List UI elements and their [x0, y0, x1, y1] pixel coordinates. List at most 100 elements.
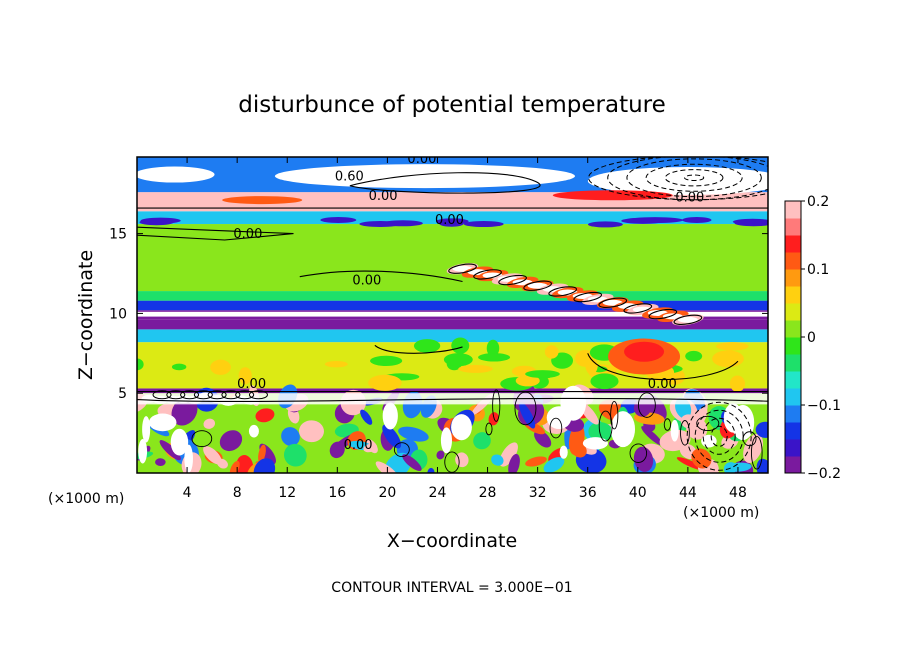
contour-label: 0.00	[237, 377, 266, 392]
x-tick-label: 16	[328, 485, 346, 501]
contour-line	[710, 425, 728, 447]
heatmap-eddy	[587, 221, 623, 228]
contour-line	[514, 391, 537, 426]
contour-label: 0.00	[352, 273, 381, 288]
contour-line	[473, 269, 502, 280]
heatmap-eddy	[543, 457, 565, 473]
heatmap-eddy	[298, 420, 324, 443]
heatmap-eddy	[463, 221, 504, 228]
x-axis-ticks: 4 8 12 16 20 24 28 32 36 40 44 48	[183, 157, 747, 501]
x-unit-left: (×1000 m)	[48, 491, 124, 507]
contour-line	[648, 308, 678, 320]
contour-line	[607, 157, 768, 201]
heatmap-eddy	[203, 446, 222, 465]
x-tick-label: 32	[529, 485, 547, 501]
heatmap-eddy	[499, 442, 518, 467]
heatmap-eddy	[324, 360, 348, 368]
plot-area: 0.00 0.60 0.00 0.00 0.00 0.00 0.00 0.00 0.00 0.00	[137, 152, 768, 473]
colorbar-tick-label: 0.1	[807, 262, 829, 278]
heatmap-eddy	[320, 216, 357, 223]
heatmap-eddy	[171, 363, 187, 371]
heatmap-layer	[137, 291, 768, 301]
heatmap-eddy	[525, 456, 547, 467]
colorbar-swatch	[785, 303, 801, 321]
colorbar-swatch	[785, 354, 801, 372]
heatmap-eddy	[439, 220, 464, 227]
plot-frame	[136, 156, 769, 474]
contour-line	[349, 172, 541, 194]
heatmap-eddy	[478, 353, 511, 362]
heatmap-eddy	[641, 426, 663, 446]
heatmap-layer	[137, 329, 768, 343]
heatmap-eddy	[382, 402, 398, 430]
heatmap-eddy	[491, 454, 504, 466]
heatmap-eddy	[610, 411, 636, 448]
contour-line	[623, 303, 653, 314]
heatmap-eddies	[137, 164, 768, 473]
heatmap-eddy	[571, 443, 587, 458]
heatmap-eddy	[712, 350, 744, 368]
contour-line	[137, 397, 768, 402]
heatmap-eddy	[488, 412, 499, 426]
heatmap-eddy	[360, 409, 373, 425]
heatmap-eddy	[253, 458, 276, 473]
colorbar-swatch	[785, 235, 801, 253]
colorbar-tick-label: −0.1	[807, 398, 841, 414]
heatmap-eddy	[382, 424, 402, 449]
contour-line	[696, 415, 720, 431]
heatmap-eddy	[219, 430, 243, 452]
heatmap-eddy	[723, 403, 743, 433]
heatmap-eddy	[138, 439, 148, 464]
heatmap-eddy	[440, 427, 453, 454]
contour-line	[221, 390, 241, 400]
contour-line	[193, 390, 213, 400]
colorbar-swatch	[785, 422, 801, 440]
contour-line	[663, 418, 672, 431]
heatmap-eddy	[486, 339, 500, 357]
contour-line	[448, 263, 477, 274]
heatmap-eddy	[552, 190, 673, 201]
contour-labels: 0.00 0.60 0.00 0.00 0.00 0.00 0.00 0.00 0.00 0.00	[233, 152, 704, 453]
heatmap-eddy	[685, 350, 703, 362]
heatmap-eddy	[370, 355, 403, 366]
contour-label: 0.00	[407, 152, 436, 167]
x-tick-label: 8	[233, 485, 242, 501]
heatmap-eddy	[184, 444, 193, 473]
contour-line	[750, 435, 763, 470]
heatmap-layer	[137, 319, 768, 330]
colorbar-tick-label: −0.2	[807, 466, 841, 482]
contour-label: 0.00	[648, 377, 677, 392]
heatmap-eddy	[216, 458, 228, 469]
contour-line	[664, 169, 724, 187]
contour-line	[742, 431, 757, 447]
colorbar-tick-label: 0.2	[807, 194, 829, 210]
contour-line	[235, 390, 255, 400]
heatmap-eddy	[222, 196, 303, 205]
contour-line	[629, 443, 648, 463]
heatmap-eddy	[559, 445, 568, 459]
colorbar-swatch	[785, 405, 801, 423]
colorbar-swatch	[785, 269, 801, 287]
x-tick-label: 40	[629, 485, 647, 501]
colorbar-swatch	[785, 456, 801, 474]
colorbar-swatch	[785, 252, 801, 270]
contour-line	[207, 390, 227, 400]
heatmap-eddy	[670, 419, 679, 442]
colorbar-swatch	[785, 320, 801, 338]
contour-label: 0.60	[335, 170, 364, 185]
x-tick-label: 36	[579, 485, 597, 501]
heatmap-layer	[137, 224, 768, 292]
contour-line	[152, 390, 172, 400]
heatmap-eddy	[624, 341, 665, 362]
x-tick-label: 4	[183, 485, 192, 501]
heatmap-eddy	[203, 418, 216, 429]
heatmap-eddy	[633, 446, 654, 472]
colorbar	[784, 200, 802, 474]
heatmap-eddy	[413, 339, 441, 353]
contour-line	[498, 274, 527, 286]
contour-line	[686, 401, 752, 471]
contour-line	[702, 417, 736, 455]
heatmap-eddy	[515, 375, 540, 387]
heatmap-eddy	[473, 432, 491, 450]
